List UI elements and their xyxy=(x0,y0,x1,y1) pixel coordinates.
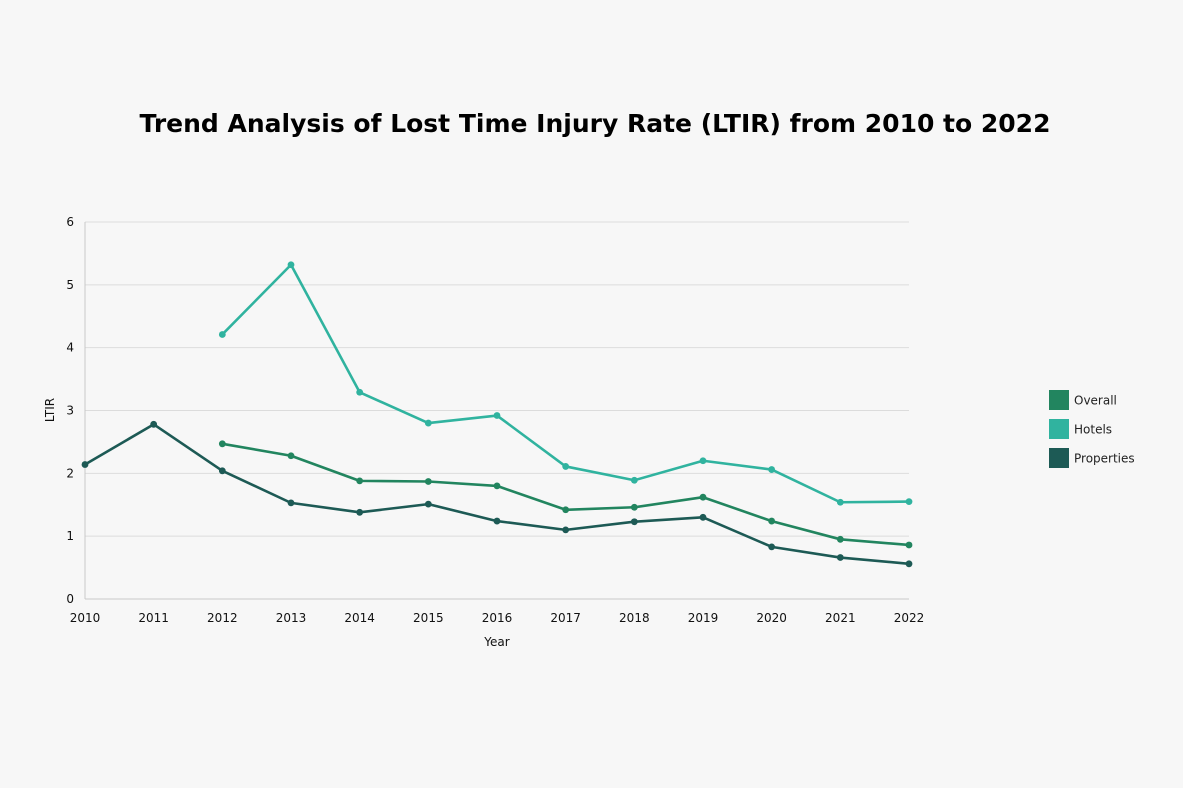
data-point-overall[interactable] xyxy=(356,477,364,485)
data-point-hotels[interactable] xyxy=(768,466,776,473)
data-point-properties[interactable] xyxy=(150,420,158,428)
data-point-properties[interactable] xyxy=(768,543,776,551)
x-tick-label: 2017 xyxy=(550,611,581,625)
data-point-overall[interactable] xyxy=(218,440,226,448)
legend-item-properties[interactable]: Properties xyxy=(1049,448,1135,468)
legend-swatch xyxy=(1049,390,1069,410)
y-tick-label: 1 xyxy=(66,529,74,543)
data-point-hotels[interactable] xyxy=(836,498,844,506)
x-tick-label: 2014 xyxy=(344,611,375,625)
series-overall xyxy=(218,440,913,549)
data-point-properties[interactable] xyxy=(493,517,501,525)
data-point-properties[interactable] xyxy=(905,560,913,568)
y-tick-label: 3 xyxy=(66,404,74,418)
data-point-properties[interactable] xyxy=(630,518,638,526)
data-point-hotels[interactable] xyxy=(424,419,432,427)
x-tick-label: 2021 xyxy=(825,611,856,625)
y-axis-label: LTIR xyxy=(43,398,57,422)
axes: 0 1 2 3 4 5 6 2010 2011 2012 2013 2014 2015 2016 2017 2… xyxy=(66,215,924,625)
y-tick-label: 5 xyxy=(66,278,74,292)
x-tick-label: 2020 xyxy=(756,611,787,625)
x-tick-label: 2016 xyxy=(482,611,513,625)
series-properties xyxy=(81,420,913,568)
data-point-hotels[interactable] xyxy=(905,498,913,506)
data-point-hotels[interactable] xyxy=(562,463,570,470)
data-point-properties[interactable] xyxy=(356,508,364,516)
series-line-properties xyxy=(83,423,911,566)
x-tick-label: 2012 xyxy=(207,611,238,625)
series-hotels xyxy=(218,261,913,506)
data-point-properties[interactable] xyxy=(699,513,707,521)
data-point-overall[interactable] xyxy=(493,482,501,490)
data-point-properties[interactable] xyxy=(287,499,295,507)
data-point-hotels[interactable] xyxy=(493,412,501,419)
legend-label: Hotels xyxy=(1074,423,1112,437)
legend-item-overall[interactable]: Overall xyxy=(1049,390,1117,410)
y-tick-label: 2 xyxy=(66,466,74,480)
legend-item-hotels[interactable]: Hotels xyxy=(1049,419,1112,439)
data-point-overall[interactable] xyxy=(768,517,776,525)
series-lines xyxy=(81,261,913,568)
y-tick-label: 0 xyxy=(66,592,74,606)
legend-label: Properties xyxy=(1074,452,1135,466)
data-point-properties[interactable] xyxy=(218,467,226,475)
legend-label: Overall xyxy=(1074,394,1117,408)
x-axis-label: Year xyxy=(483,635,509,649)
data-point-hotels[interactable] xyxy=(356,388,364,396)
x-tick-label: 2018 xyxy=(619,611,650,625)
legend: Overall Hotels Properties xyxy=(1049,390,1135,468)
data-point-overall[interactable] xyxy=(699,493,707,501)
data-point-hotels[interactable] xyxy=(218,331,226,338)
y-tick-label: 6 xyxy=(66,215,74,229)
data-point-overall[interactable] xyxy=(562,506,570,514)
data-point-hotels[interactable] xyxy=(630,476,638,484)
x-tick-label: 2011 xyxy=(138,611,169,625)
data-point-overall[interactable] xyxy=(905,541,913,549)
x-tick-label: 2015 xyxy=(413,611,444,625)
data-point-overall[interactable] xyxy=(836,535,844,543)
legend-swatch xyxy=(1049,448,1069,468)
data-point-properties[interactable] xyxy=(562,526,570,534)
data-point-hotels[interactable] xyxy=(699,457,707,465)
chart-title: Trend Analysis of Lost Time Injury Rate … xyxy=(140,109,1051,138)
x-tick-label: 2013 xyxy=(276,611,307,625)
x-tick-label: 2019 xyxy=(688,611,719,625)
y-tick-label: 4 xyxy=(66,341,74,355)
data-point-properties[interactable] xyxy=(81,461,89,468)
x-tick-label: 2010 xyxy=(70,611,101,625)
data-point-overall[interactable] xyxy=(424,478,432,485)
data-point-hotels[interactable] xyxy=(287,261,295,269)
data-point-overall[interactable] xyxy=(630,503,638,511)
data-point-overall[interactable] xyxy=(287,452,295,460)
x-tick-label: 2022 xyxy=(894,611,925,625)
data-point-properties[interactable] xyxy=(836,554,844,561)
data-point-properties[interactable] xyxy=(424,500,432,508)
legend-swatch xyxy=(1049,419,1069,439)
